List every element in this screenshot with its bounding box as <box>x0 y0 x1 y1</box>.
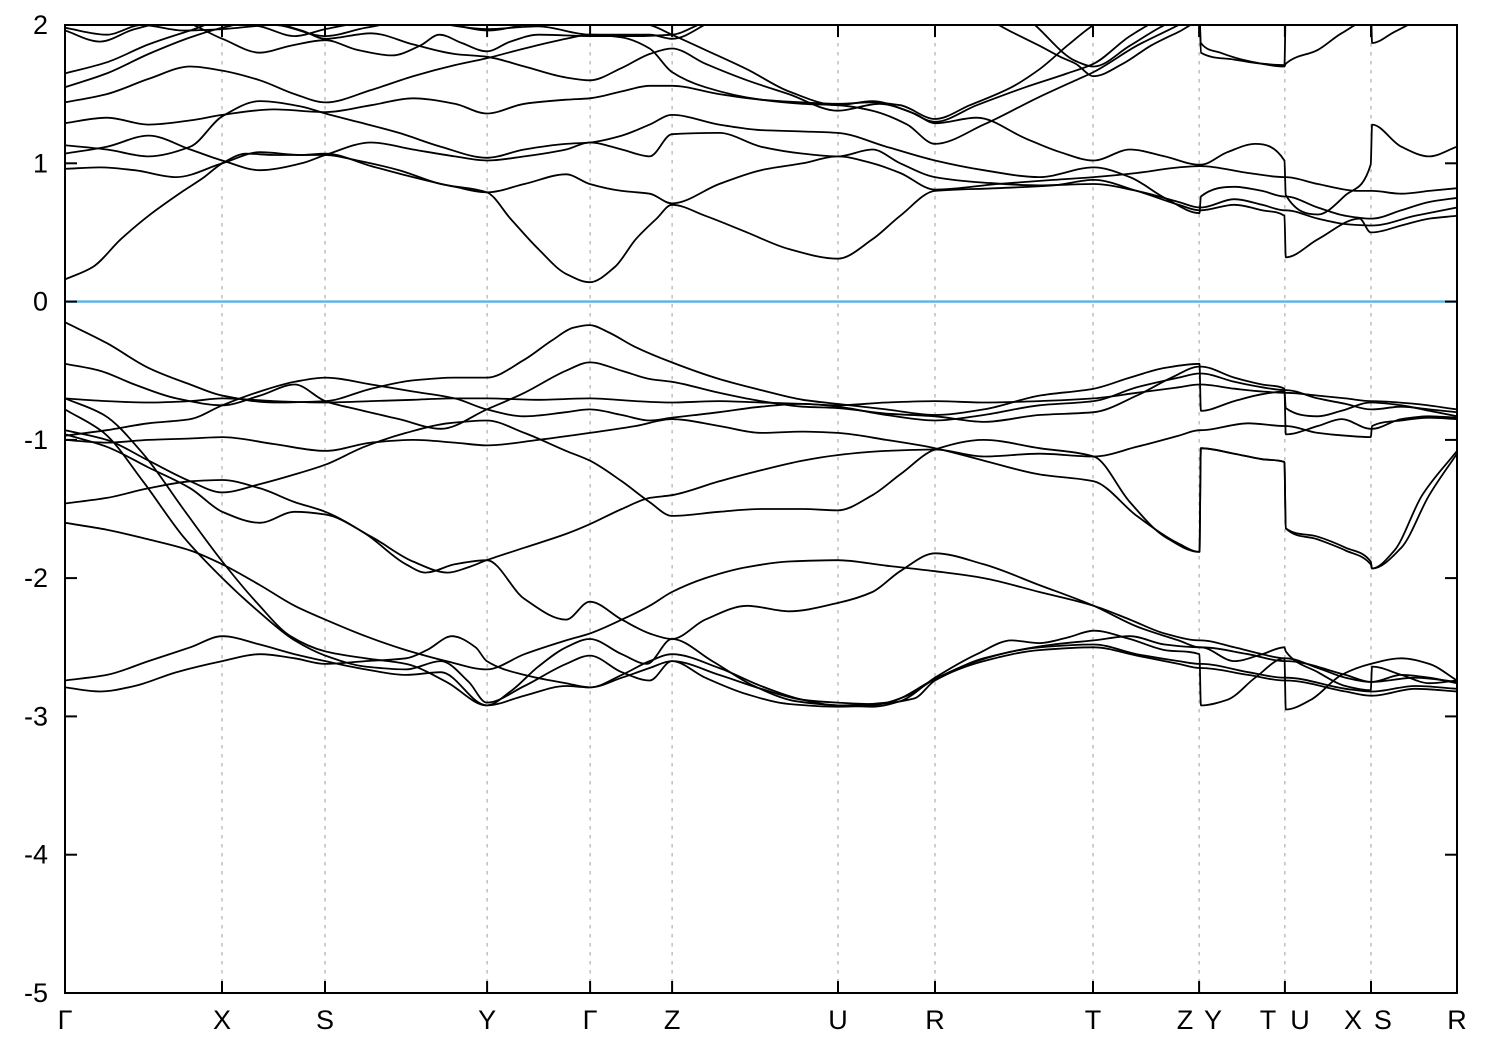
kpoint-label: Z <box>1177 1005 1194 1035</box>
y-tick-label: 1 <box>33 148 48 178</box>
kpoint-label: U <box>828 1005 848 1035</box>
kpoint-label: X <box>1344 1005 1362 1035</box>
kpoint-label: Γ <box>58 1005 73 1035</box>
band-v9 <box>66 418 1456 570</box>
kpoint-label: Z <box>664 1005 681 1035</box>
band-v5 <box>66 419 1456 570</box>
kpoint-label: Y <box>1204 1005 1222 1035</box>
band-c8 <box>66 132 1456 227</box>
axis-ticks <box>65 24 1457 994</box>
band-v12 <box>66 635 1456 707</box>
kpoint-label: Γ <box>583 1005 598 1035</box>
band-v2 <box>66 361 1456 436</box>
band-c10 <box>66 152 1456 284</box>
band-c6 <box>66 26 1094 126</box>
band-c5 <box>66 26 1179 145</box>
band-c1 <box>66 26 1408 68</box>
kpoint-label: T <box>1260 1005 1277 1035</box>
band-c9 <box>66 151 1456 205</box>
kpoint-label: R <box>925 1005 945 1035</box>
kpoint-label: Y <box>478 1005 496 1035</box>
kpoint-label: R <box>1447 1005 1467 1035</box>
y-tick-label: -5 <box>24 978 48 1008</box>
y-tick-label: -2 <box>24 563 48 593</box>
band-c2 <box>66 26 1356 78</box>
kpoint-label: T <box>1085 1005 1102 1035</box>
band-v11 <box>66 522 1456 684</box>
y-tick-labels: 2 1 0 -1 -2 -3 -4 -5 <box>24 10 48 1008</box>
y-tick-label: -4 <box>24 840 48 870</box>
y-tick-label: 0 <box>33 287 48 317</box>
y-tick-label: -3 <box>24 701 48 731</box>
y-tick-label: 2 <box>33 10 48 40</box>
kpoint-label: U <box>1290 1005 1310 1035</box>
band-c7 <box>66 100 1456 220</box>
band-v6 <box>66 416 1456 574</box>
bands <box>66 26 1456 711</box>
kpoint-label: S <box>316 1005 334 1035</box>
band-v13 <box>66 635 1456 705</box>
kpoint-label: S <box>1374 1005 1392 1035</box>
band-v3 <box>66 397 1456 711</box>
band-v4 <box>66 408 1456 708</box>
kpoint-label: X <box>213 1005 231 1035</box>
y-tick-label: -1 <box>24 425 48 455</box>
band-v10 <box>66 479 1456 683</box>
band-v7 <box>66 372 1456 437</box>
band-v8 <box>66 383 1456 411</box>
plot-frame <box>64 24 1458 994</box>
